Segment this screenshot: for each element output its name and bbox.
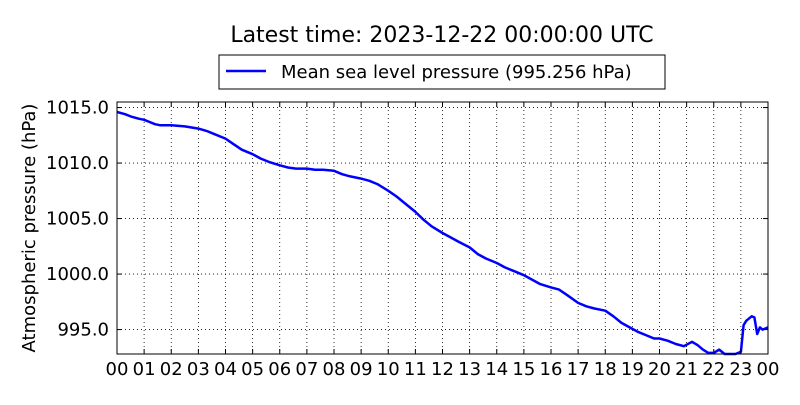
x-tick-label: 18 <box>594 359 617 380</box>
y-tick-label: 1010.0 <box>46 153 109 174</box>
x-tick-label: 08 <box>323 359 346 380</box>
x-tick-label: 11 <box>404 359 427 380</box>
x-tick-label: 04 <box>214 359 237 380</box>
pressure-series-line <box>116 110 769 356</box>
axis-ticks: 00 01 02 03 04 05 06 07 08 09 10 11 12 13 14 15 16 17 18 19… <box>46 98 779 380</box>
legend-label: Mean sea level pressure (995.256 hPa) <box>281 62 632 83</box>
grid-lines <box>117 102 768 354</box>
x-tick-label: 06 <box>268 359 291 380</box>
legend-box <box>218 54 666 90</box>
y-tick-label: 1005.0 <box>46 209 109 230</box>
x-tick-label: 00 <box>757 359 780 380</box>
x-tick-label: 20 <box>648 359 671 380</box>
x-tick-label: 02 <box>160 359 183 380</box>
series-layer <box>116 110 769 356</box>
y-tick-label: 1015.0 <box>46 98 109 119</box>
x-tick-label: 17 <box>567 359 590 380</box>
x-tick-label: 12 <box>431 359 454 380</box>
x-tick-label: 10 <box>377 359 400 380</box>
x-tick-label: 01 <box>133 359 156 380</box>
x-tick-label: 15 <box>512 359 535 380</box>
legend: Mean sea level pressure (995.256 hPa) <box>218 54 666 90</box>
x-tick-label: 07 <box>295 359 318 380</box>
y-tick-label: 995.0 <box>57 320 109 341</box>
plot-frame <box>116 101 769 355</box>
y-tick-label: 1000.0 <box>46 264 109 285</box>
x-tick-label: 13 <box>458 359 481 380</box>
x-tick-label: 23 <box>729 359 752 380</box>
x-tick-label: 19 <box>621 359 644 380</box>
x-tick-label: 22 <box>702 359 725 380</box>
x-tick-label: 09 <box>350 359 373 380</box>
x-tick-label: 05 <box>241 359 264 380</box>
x-tick-label: 03 <box>187 359 210 380</box>
chart-title: Latest time: 2023-12-22 00:00:00 UTC <box>230 23 653 48</box>
y-axis-label: Atmospheric pressure (hPa) <box>19 104 40 353</box>
x-tick-label: 14 <box>485 359 508 380</box>
x-tick-label: 21 <box>675 359 698 380</box>
x-tick-label: 00 <box>106 359 129 380</box>
x-tick-label: 16 <box>540 359 563 380</box>
